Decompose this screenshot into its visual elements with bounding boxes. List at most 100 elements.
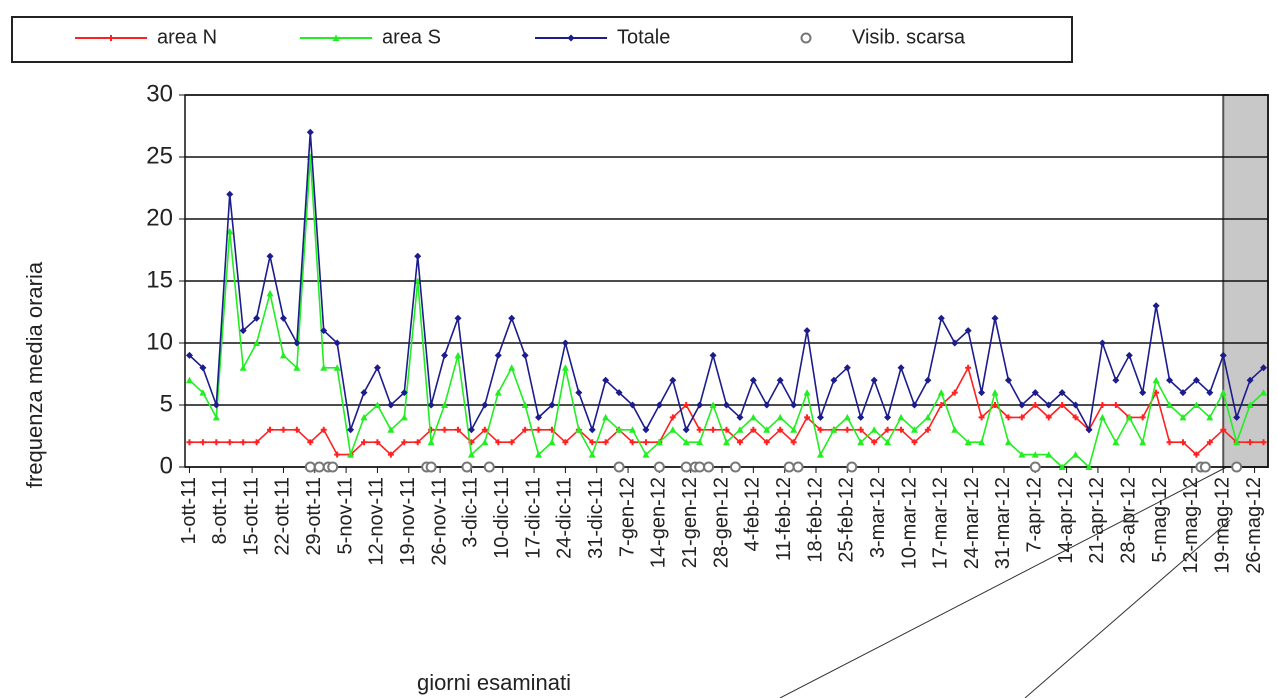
data-point	[629, 426, 637, 433]
data-point	[575, 426, 583, 433]
data-point	[521, 401, 529, 408]
data-point	[467, 451, 475, 458]
y-axis-label: frequenza media oraria	[22, 261, 47, 488]
data-point	[1152, 376, 1160, 384]
data-point	[884, 438, 892, 446]
data-point	[494, 351, 502, 359]
data-point	[253, 439, 260, 446]
data-point	[696, 401, 704, 409]
x-axis-label: giorni esaminati	[417, 670, 571, 695]
x-tick-label: 12-mag-12	[1180, 477, 1202, 574]
data-point	[602, 376, 610, 384]
data-point	[723, 438, 730, 446]
data-point	[736, 439, 743, 446]
legend-marker	[567, 34, 575, 42]
data-point	[212, 401, 220, 409]
decoration-line	[779, 454, 1251, 698]
decoration-line	[1024, 519, 1231, 698]
data-point	[723, 426, 730, 433]
data-point	[884, 413, 892, 421]
x-tick-label: 29-ott-11	[303, 477, 325, 556]
data-point	[951, 339, 959, 347]
x-tick-label: 1-ott-11	[178, 477, 200, 544]
data-point	[1233, 438, 1241, 446]
data-point	[562, 439, 569, 446]
data-point	[253, 314, 261, 322]
data-point	[320, 426, 327, 433]
x-tick-label: 19-mag-12	[1212, 477, 1234, 574]
data-point	[1179, 439, 1186, 446]
data-point	[696, 426, 703, 433]
data-point	[870, 426, 878, 433]
data-point	[1246, 376, 1254, 384]
data-point	[910, 426, 918, 433]
data-point	[736, 426, 744, 433]
data-point	[763, 439, 770, 446]
data-point	[642, 426, 650, 434]
data-point	[333, 339, 341, 347]
data-point	[1004, 376, 1012, 384]
data-point	[1139, 389, 1147, 397]
x-tick-label: 17-dic-11	[522, 477, 544, 559]
data-point	[239, 364, 247, 371]
data-point	[776, 376, 784, 384]
data-point	[804, 414, 811, 421]
data-point	[709, 401, 717, 408]
data-point	[723, 401, 730, 409]
data-point	[481, 426, 488, 433]
data-point	[629, 401, 637, 409]
data-point	[1206, 439, 1213, 446]
data-point	[253, 339, 261, 346]
data-point	[360, 389, 368, 397]
legend-marker	[108, 35, 114, 41]
data-point	[1072, 414, 1079, 421]
data-point	[1045, 414, 1052, 421]
x-tick-label: 15-ott-11	[240, 477, 262, 556]
data-point	[373, 401, 381, 408]
data-point	[304, 461, 316, 473]
data-point	[1125, 413, 1133, 421]
data-point	[1112, 402, 1119, 408]
legend-box	[11, 16, 1073, 63]
data-point	[1098, 413, 1106, 421]
legend-label: Totale	[617, 26, 670, 48]
data-point	[535, 426, 542, 433]
data-point	[1166, 439, 1173, 446]
x-tick-label: 26-nov-11	[428, 477, 450, 566]
data-point	[535, 413, 543, 421]
data-point	[898, 426, 905, 433]
data-point	[1233, 413, 1241, 421]
x-tick-label: 14-apr-12	[1055, 477, 1077, 564]
data-point	[1018, 414, 1025, 421]
data-point	[790, 426, 798, 433]
data-point	[1032, 402, 1039, 408]
data-point	[1045, 451, 1053, 458]
data-point	[816, 413, 824, 421]
y-tick-label: 5	[160, 390, 173, 417]
data-point	[240, 439, 247, 446]
data-point	[884, 426, 891, 433]
data-point	[1206, 389, 1214, 397]
data-point	[1139, 438, 1147, 446]
data-point	[1058, 463, 1066, 470]
x-tick-label: 28-gen-12	[710, 477, 732, 568]
data-point	[1004, 438, 1012, 446]
x-tick-label: 24-dic-11	[554, 477, 576, 559]
data-point	[830, 426, 838, 433]
data-point	[991, 389, 999, 396]
data-point	[1192, 401, 1200, 408]
data-point	[361, 439, 368, 446]
data-point	[1125, 351, 1133, 359]
x-tick-label: 19-nov-11	[397, 477, 419, 566]
data-point	[266, 252, 274, 260]
data-point	[669, 426, 677, 433]
x-tick-label: 17-mar-12	[930, 477, 952, 569]
data-point	[830, 376, 838, 384]
data-point	[763, 426, 771, 433]
data-point	[427, 401, 435, 409]
data-point	[588, 451, 596, 458]
data-point	[729, 461, 741, 473]
data-point	[910, 401, 918, 409]
data-point	[334, 451, 341, 458]
data-point	[602, 439, 609, 446]
